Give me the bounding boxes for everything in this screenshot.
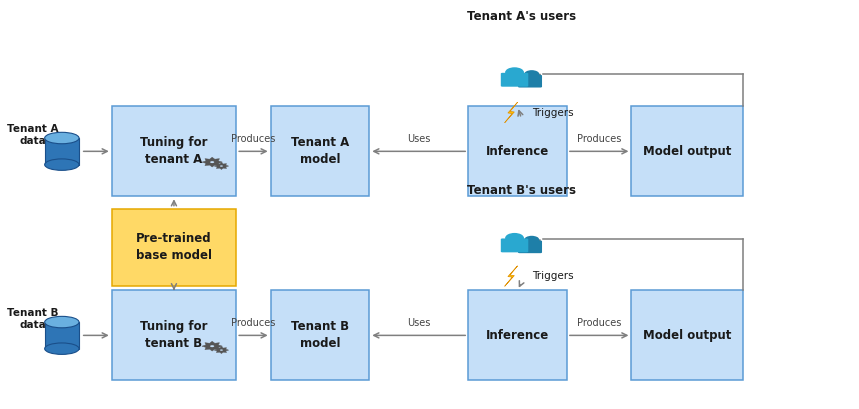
- FancyBboxPatch shape: [501, 238, 528, 252]
- Text: Uses: Uses: [407, 318, 430, 328]
- Text: Triggers: Triggers: [532, 272, 573, 281]
- FancyBboxPatch shape: [112, 209, 236, 286]
- FancyBboxPatch shape: [518, 75, 542, 88]
- Ellipse shape: [45, 343, 79, 354]
- Text: Tuning for
tenant A: Tuning for tenant A: [140, 136, 208, 166]
- Text: Tenant A
model: Tenant A model: [291, 136, 349, 166]
- Text: Model output: Model output: [643, 329, 731, 342]
- Polygon shape: [505, 266, 517, 286]
- FancyBboxPatch shape: [112, 290, 236, 380]
- Text: Produces: Produces: [577, 134, 621, 144]
- Ellipse shape: [220, 165, 222, 167]
- FancyBboxPatch shape: [468, 290, 567, 380]
- Polygon shape: [214, 347, 228, 353]
- Polygon shape: [505, 102, 517, 123]
- Text: Tenant B's users: Tenant B's users: [467, 184, 576, 197]
- FancyBboxPatch shape: [112, 106, 236, 196]
- Text: Pre-trained
base model: Pre-trained base model: [136, 232, 212, 263]
- Ellipse shape: [45, 159, 79, 170]
- FancyBboxPatch shape: [518, 240, 542, 253]
- FancyBboxPatch shape: [501, 73, 528, 87]
- Text: Inference: Inference: [486, 329, 549, 342]
- Polygon shape: [202, 341, 222, 351]
- FancyBboxPatch shape: [271, 106, 369, 196]
- Text: Tenant A
data: Tenant A data: [7, 124, 58, 146]
- Text: Produces: Produces: [577, 318, 621, 328]
- Ellipse shape: [210, 161, 214, 163]
- Text: Tenant A's users: Tenant A's users: [466, 10, 576, 23]
- Text: Inference: Inference: [486, 145, 549, 158]
- Text: Tuning for
tenant B: Tuning for tenant B: [140, 320, 208, 351]
- Polygon shape: [214, 163, 228, 169]
- Ellipse shape: [210, 345, 214, 347]
- Text: Triggers: Triggers: [532, 108, 573, 118]
- Bar: [45, 322, 79, 348]
- Ellipse shape: [524, 70, 539, 79]
- Text: Tenant B
data: Tenant B data: [7, 308, 58, 330]
- FancyBboxPatch shape: [468, 106, 567, 196]
- FancyBboxPatch shape: [631, 290, 743, 380]
- FancyBboxPatch shape: [271, 290, 369, 380]
- Bar: [45, 138, 79, 164]
- Text: Tenant B
model: Tenant B model: [291, 320, 349, 351]
- Text: Produces: Produces: [231, 318, 276, 328]
- Text: Uses: Uses: [407, 134, 430, 144]
- Ellipse shape: [505, 233, 524, 243]
- Ellipse shape: [505, 67, 524, 78]
- Text: Model output: Model output: [643, 145, 731, 158]
- Ellipse shape: [45, 317, 79, 328]
- Ellipse shape: [45, 133, 79, 144]
- Ellipse shape: [524, 236, 539, 244]
- Text: Produces: Produces: [231, 134, 276, 144]
- FancyBboxPatch shape: [631, 106, 743, 196]
- Ellipse shape: [220, 349, 222, 351]
- Polygon shape: [202, 157, 222, 167]
